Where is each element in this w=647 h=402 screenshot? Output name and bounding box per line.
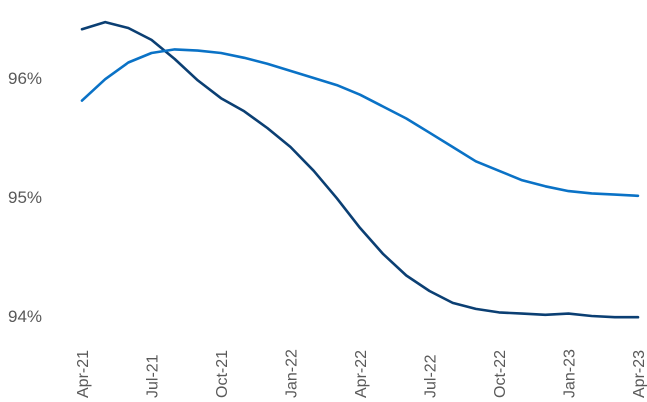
x-tick-label: Apr-22 <box>353 350 370 398</box>
series-line-2 <box>80 48 640 198</box>
x-tick-label: Jul-22 <box>423 354 440 398</box>
x-tick-label: Jan-23 <box>562 349 579 398</box>
x-tick-label: Jul-21 <box>145 354 162 398</box>
x-tick-label: Apr-23 <box>631 350 647 398</box>
y-tick-label: 94% <box>8 307 42 326</box>
x-tick-label: Oct-21 <box>214 350 231 398</box>
y-axis: 94% 95% 96% <box>8 69 42 326</box>
x-tick-label: Oct-22 <box>492 350 509 398</box>
series-line-1 <box>80 20 640 319</box>
y-tick-label: 95% <box>8 188 42 207</box>
series-layer <box>80 20 640 319</box>
x-tick-label: Jan-22 <box>284 349 301 398</box>
x-tick-label: Apr-21 <box>75 350 92 398</box>
x-axis: Apr-21 Jul-21 Oct-21 Jan-22 Apr-22 Jul-22 Oct-… <box>75 349 647 398</box>
y-tick-label: 96% <box>8 69 42 88</box>
